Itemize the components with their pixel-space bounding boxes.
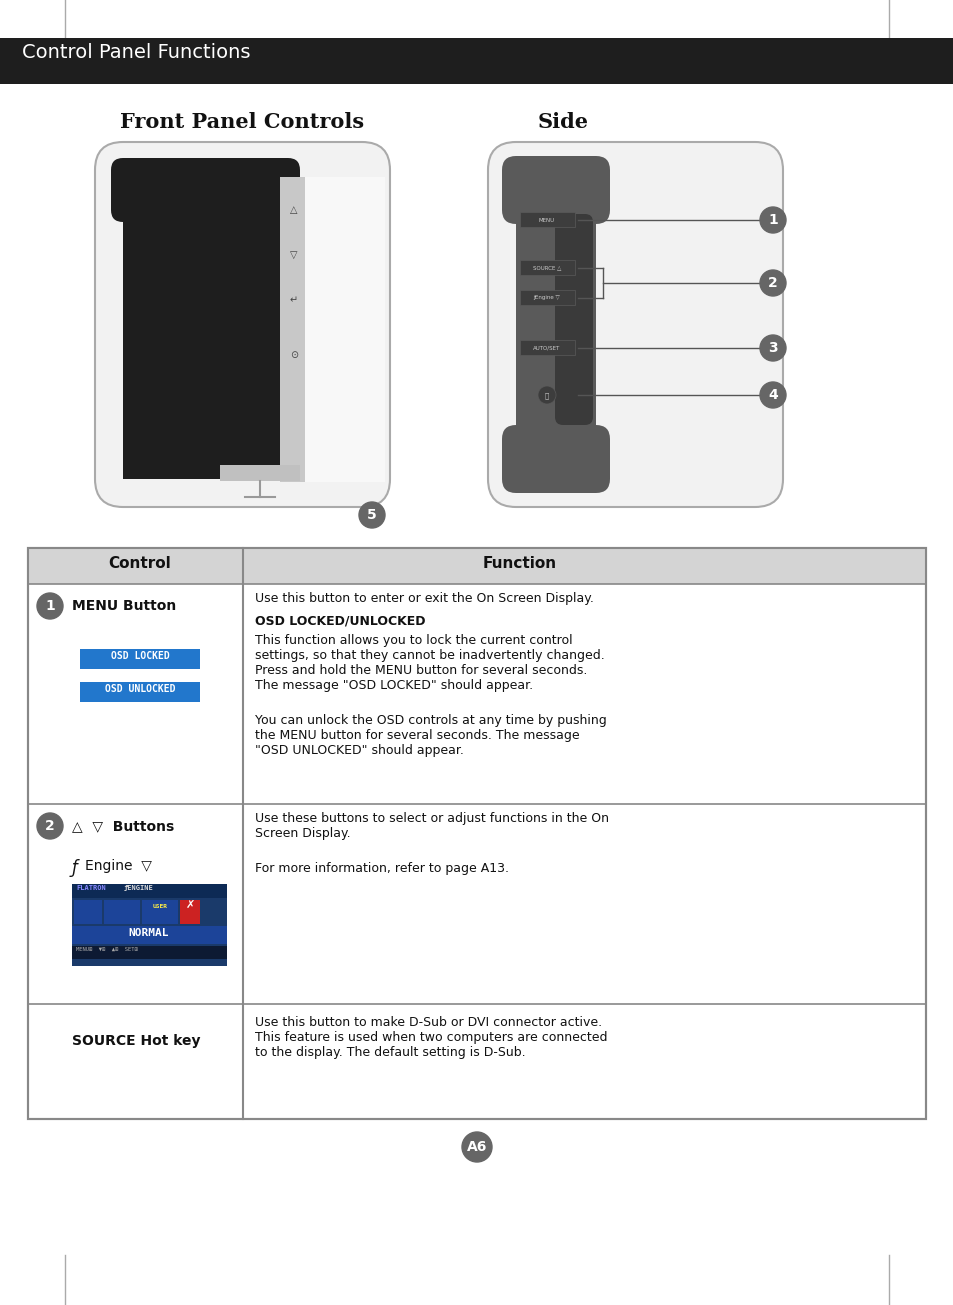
Text: You can unlock the OSD controls at any time by pushing
the MENU button for sever: You can unlock the OSD controls at any t… <box>254 714 606 757</box>
Text: USER: USER <box>152 904 168 910</box>
FancyBboxPatch shape <box>555 214 593 425</box>
Bar <box>71 883 227 898</box>
Text: MENU Button: MENU Button <box>71 599 176 613</box>
Text: △  ▽  Buttons: △ ▽ Buttons <box>71 820 174 833</box>
Text: 3: 3 <box>767 341 777 355</box>
Bar <box>280 177 308 482</box>
Text: 4: 4 <box>767 388 777 402</box>
Bar <box>519 211 575 227</box>
Bar <box>104 900 140 924</box>
Bar <box>74 900 102 924</box>
Bar <box>28 548 925 1118</box>
Text: ƒEngine ▽: ƒEngine ▽ <box>533 295 559 300</box>
Text: For more information, refer to page A13.: For more information, refer to page A13. <box>254 863 509 874</box>
Bar <box>80 649 200 669</box>
Text: ⏻: ⏻ <box>544 393 549 399</box>
Circle shape <box>760 270 785 296</box>
Text: 1: 1 <box>767 213 777 227</box>
Text: This function allows you to lock the current control
settings, so that they cann: This function allows you to lock the cur… <box>254 634 604 692</box>
Circle shape <box>760 335 785 361</box>
Text: A6: A6 <box>466 1141 487 1154</box>
Bar <box>180 900 200 924</box>
Bar <box>71 883 227 966</box>
Circle shape <box>37 592 63 619</box>
Text: AUTO/SET: AUTO/SET <box>533 346 560 351</box>
Text: 1: 1 <box>45 599 55 613</box>
Bar <box>71 946 227 959</box>
FancyBboxPatch shape <box>501 157 609 224</box>
FancyBboxPatch shape <box>501 425 609 493</box>
Text: Use this button to enter or exit the On Screen Display.: Use this button to enter or exit the On … <box>254 592 594 606</box>
Text: SOURCE △: SOURCE △ <box>533 265 560 270</box>
Circle shape <box>760 207 785 234</box>
Circle shape <box>37 813 63 839</box>
Text: Function: Function <box>482 556 557 572</box>
Bar <box>28 548 925 585</box>
Text: 2: 2 <box>45 820 55 833</box>
Circle shape <box>461 1131 492 1161</box>
Text: ƒENGINE: ƒENGINE <box>124 885 153 891</box>
Text: MENU: MENU <box>538 218 555 222</box>
Text: ▽: ▽ <box>290 251 297 260</box>
Text: ↵: ↵ <box>290 295 297 305</box>
Text: ƒ: ƒ <box>71 859 78 877</box>
Bar <box>142 900 178 924</box>
Text: △: △ <box>290 205 297 215</box>
Text: Use this button to make D-Sub or DVI connector active.
This feature is used when: Use this button to make D-Sub or DVI con… <box>254 1017 607 1058</box>
Bar <box>519 341 575 355</box>
Text: Front Panel Controls: Front Panel Controls <box>120 112 364 132</box>
Text: Control: Control <box>108 556 171 572</box>
Text: Control Panel Functions: Control Panel Functions <box>22 43 251 61</box>
Text: Use these buttons to select or adjust functions in the On
Screen Display.: Use these buttons to select or adjust fu… <box>254 812 608 840</box>
Text: 2: 2 <box>767 275 777 290</box>
Text: NORMAL: NORMAL <box>129 928 169 938</box>
Bar <box>123 170 288 479</box>
Bar <box>80 683 200 702</box>
Bar <box>220 465 299 482</box>
Text: Engine  ▽: Engine ▽ <box>85 859 152 873</box>
Text: MENU⊞  ▼⊞  ▲⊞  SET⊞: MENU⊞ ▼⊞ ▲⊞ SET⊞ <box>76 947 137 953</box>
Bar <box>305 177 385 482</box>
Text: 5: 5 <box>367 508 376 522</box>
Bar <box>519 290 575 305</box>
Text: SOURCE Hot key: SOURCE Hot key <box>71 1034 200 1048</box>
Bar <box>28 548 925 1118</box>
Text: ✗: ✗ <box>185 900 194 910</box>
Bar <box>516 170 596 479</box>
Text: FLATRON: FLATRON <box>76 885 106 891</box>
FancyBboxPatch shape <box>488 142 782 508</box>
FancyBboxPatch shape <box>95 142 390 508</box>
Circle shape <box>537 386 556 405</box>
Text: OSD LOCKED/UNLOCKED: OSD LOCKED/UNLOCKED <box>254 613 425 626</box>
Bar <box>519 260 575 275</box>
Circle shape <box>358 502 385 529</box>
FancyBboxPatch shape <box>111 158 299 222</box>
Text: OSD UNLOCKED: OSD UNLOCKED <box>105 684 175 694</box>
Circle shape <box>760 382 785 408</box>
Text: ⊙: ⊙ <box>290 350 297 360</box>
Text: OSD LOCKED: OSD LOCKED <box>111 651 170 662</box>
Bar <box>71 927 227 944</box>
Text: Side: Side <box>537 112 588 132</box>
Bar <box>0 38 953 84</box>
